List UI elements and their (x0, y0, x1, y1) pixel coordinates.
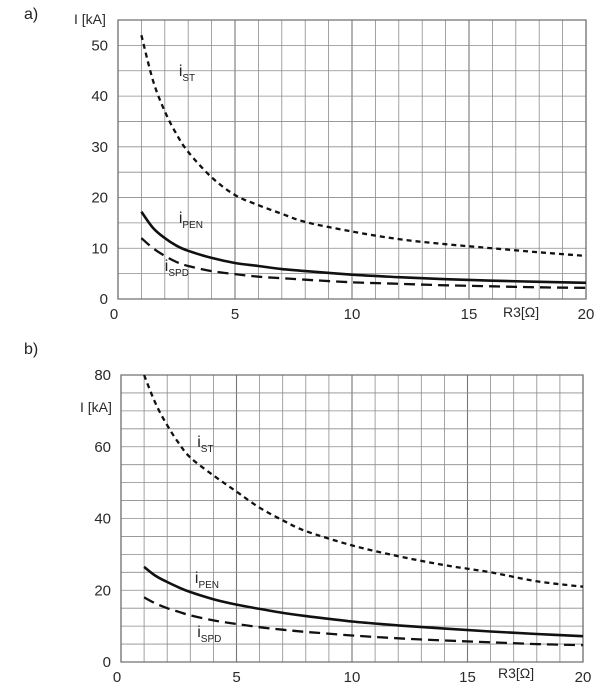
y-tick-label: 20 (91, 190, 108, 207)
series-label-main: i (195, 570, 199, 587)
x-tick-label: 5 (232, 669, 240, 686)
series-label-main: i (197, 434, 201, 451)
series-label-st: iST (179, 63, 195, 84)
y-tick-label: 20 (94, 582, 111, 599)
x-tick-label: 0 (110, 306, 118, 323)
series-line-pen (140, 210, 587, 285)
x-axis-label: R3[Ω] (498, 665, 534, 681)
series-label-subscript: ST (182, 73, 195, 84)
y-tick-label: 10 (91, 240, 108, 257)
y-tick-label: 40 (91, 88, 108, 105)
series-line-spd (140, 237, 587, 289)
y-axis-label: I [kA] (74, 11, 106, 27)
series-label-st: iST (197, 434, 213, 455)
series-label-main: i (179, 63, 183, 80)
series-line-st (143, 374, 584, 588)
y-tick-label: 30 (91, 139, 108, 156)
y-tick-label: 80 (94, 367, 111, 384)
y-tick-label: 50 (91, 37, 108, 54)
y-tick-label: 0 (100, 291, 108, 308)
series-label-spd: iSPD (197, 624, 221, 645)
x-tick-label: 0 (113, 669, 121, 686)
y-tick-label: 60 (94, 439, 111, 456)
y-axis-label: I [kA] (80, 399, 112, 415)
series-label-subscript: PEN (198, 580, 219, 591)
series-label-subscript: PEN (182, 220, 203, 231)
x-tick-label: 20 (575, 669, 592, 686)
series-label-subscript: ST (201, 444, 214, 455)
x-tick-label: 10 (344, 306, 361, 323)
plot-frame (120, 374, 584, 663)
panel-label-b: b) (24, 341, 39, 358)
x-tick-label: 10 (344, 669, 361, 686)
x-tick-label: 5 (231, 306, 239, 323)
series-label-main: i (165, 258, 169, 275)
plot-frame (117, 19, 587, 300)
series-label-main: i (179, 210, 183, 227)
panel-label-a: a) (24, 6, 39, 23)
x-tick-label: 15 (461, 306, 478, 323)
x-tick-label: 15 (459, 669, 476, 686)
series-label-subscript: SPD (168, 268, 189, 279)
x-tick-label: 20 (578, 306, 595, 323)
series-label-pen: iPEN (179, 210, 203, 231)
series-line-st (140, 34, 587, 258)
y-tick-label: 0 (103, 654, 111, 671)
x-axis-label: R3[Ω] (503, 304, 539, 320)
y-tick-label: 40 (94, 511, 111, 528)
series-label-main: i (197, 624, 201, 641)
series-label-pen: iPEN (195, 570, 219, 591)
series-label-subscript: SPD (201, 634, 222, 645)
series-line-pen (143, 565, 584, 638)
series-line-spd (143, 596, 584, 647)
series-label-spd: iSPD (165, 258, 189, 279)
